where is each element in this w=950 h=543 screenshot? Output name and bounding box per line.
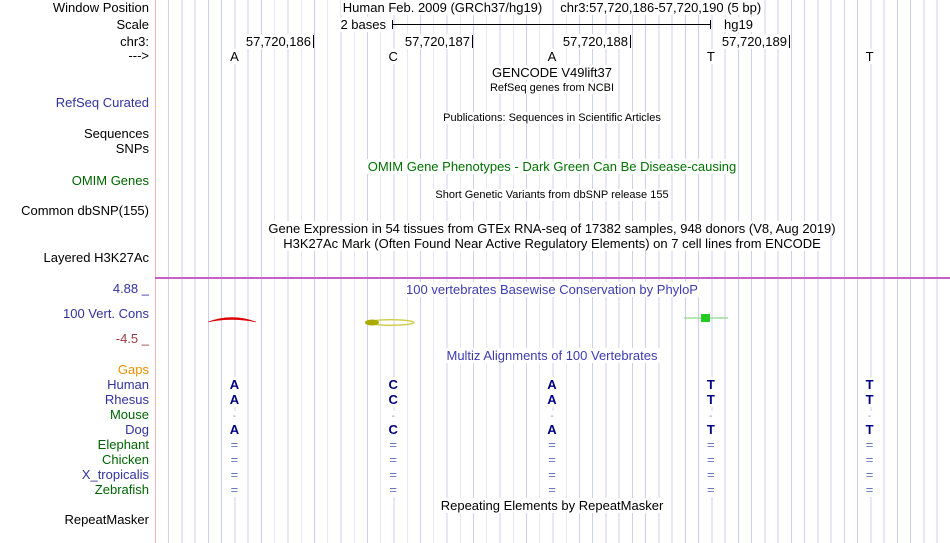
species-label-dog[interactable]: Dog bbox=[125, 422, 149, 437]
track-title-omim[interactable]: OMIM Gene Phenotypes - Dark Green Can Be… bbox=[365, 159, 739, 174]
coordinate-tick: 57,720,188 bbox=[544, 34, 631, 49]
track-label-refseq-curated[interactable]: RefSeq Curated bbox=[55, 95, 149, 110]
track-title-repeatmasker[interactable]: Repeating Elements by RepeatMasker bbox=[438, 498, 666, 513]
assembly-title: Human Feb. 2009 (GRCh37/hg19) bbox=[340, 0, 545, 15]
assembly-short-name: hg19 bbox=[722, 17, 755, 32]
track-label-omim-genes[interactable]: OMIM Genes bbox=[71, 173, 149, 188]
track-separator-line bbox=[155, 277, 950, 279]
track-label-repeatmasker[interactable]: RepeatMasker bbox=[64, 512, 149, 527]
species-label-rhesus[interactable]: Rhesus bbox=[104, 392, 149, 407]
conservation-axis-max: 4.88 _ bbox=[112, 281, 149, 296]
alignment-row-rhesus: A C A T T bbox=[228, 392, 875, 407]
label-gutter: Window Position Scale chr3: ---> RefSeq … bbox=[0, 0, 152, 543]
species-label-human[interactable]: Human bbox=[107, 377, 149, 392]
conservation-axis-min: -4.5 _ bbox=[115, 331, 149, 346]
multiz-gaps-label[interactable]: Gaps bbox=[117, 362, 149, 377]
track-title-dbsnp[interactable]: Short Genetic Variants from dbSNP releas… bbox=[433, 189, 671, 201]
alignment-row-chicken: = = = = = bbox=[229, 452, 875, 467]
track-title-phylop[interactable]: 100 vertebrates Basewise Conservation by… bbox=[404, 282, 700, 297]
track-label-snps[interactable]: SNPs bbox=[115, 141, 149, 156]
track-title-gtex[interactable]: Gene Expression in 54 tissues from GTEx … bbox=[266, 221, 838, 236]
species-label-mouse[interactable]: Mouse bbox=[109, 407, 149, 422]
chrom-label: chr3: bbox=[120, 34, 149, 49]
coordinate-tick: 57,720,187 bbox=[386, 34, 473, 49]
phylop-red-peak-glyph bbox=[207, 317, 257, 323]
alignment-row-mouse: - - - - - bbox=[231, 411, 873, 422]
track-left-border bbox=[155, 0, 156, 543]
scale-value: 2 bases bbox=[338, 17, 388, 32]
track-label-common-dbsnp[interactable]: Common dbSNP(155) bbox=[21, 203, 149, 218]
species-label-chicken[interactable]: Chicken bbox=[102, 452, 149, 467]
track-title-h3k27ac[interactable]: H3K27Ac Mark (Often Found Near Active Re… bbox=[281, 236, 823, 251]
alignment-row-x-tropicalis: = = = = = bbox=[229, 467, 875, 482]
window-position-label: Window Position bbox=[52, 0, 149, 15]
phylop-green-point-glyph bbox=[684, 314, 728, 322]
track-title-publications[interactable]: Publications: Sequences in Scientific Ar… bbox=[441, 112, 663, 124]
track-title-multiz[interactable]: Multiz Alignments of 100 Vertebrates bbox=[444, 348, 660, 363]
reference-base-row: A C A T T bbox=[229, 49, 875, 64]
strand-label: ---> bbox=[128, 48, 149, 63]
scale-label: Scale bbox=[116, 17, 149, 32]
track-title-gencode[interactable]: GENCODE V49lift37 bbox=[490, 65, 614, 80]
coordinate-tick: 57,720,189 bbox=[703, 34, 790, 49]
track-subtitle-refseq[interactable]: RefSeq genes from NCBI bbox=[487, 82, 617, 94]
alignment-row-dog: A C A T T bbox=[228, 422, 875, 437]
alignment-row-elephant: = = = = = bbox=[229, 437, 875, 452]
species-label-elephant[interactable]: Elephant bbox=[97, 437, 149, 452]
window-position-title: Human Feb. 2009 (GRCh37/hg19) chr3:57,720… bbox=[155, 0, 949, 15]
species-label-zebrafish[interactable]: Zebrafish bbox=[94, 482, 149, 497]
species-label-x-tropicalis[interactable]: X_tropicalis bbox=[81, 467, 149, 482]
position-title: chr3:57,720,186-57,720,190 (5 bp) bbox=[558, 0, 764, 15]
track-label-sequences[interactable]: Sequences bbox=[83, 126, 149, 141]
alignment-row-zebrafish: = = = = = bbox=[229, 482, 875, 497]
scale-bar bbox=[392, 20, 711, 29]
phylop-olive-arrow-glyph bbox=[365, 319, 415, 326]
track-label-100-vert-cons[interactable]: 100 Vert. Cons bbox=[63, 306, 149, 321]
coordinate-tick: 57,720,186 bbox=[227, 34, 314, 49]
track-label-layered-h3k27ac[interactable]: Layered H3K27Ac bbox=[43, 250, 149, 265]
alignment-row-human: A C A T T bbox=[228, 377, 875, 392]
